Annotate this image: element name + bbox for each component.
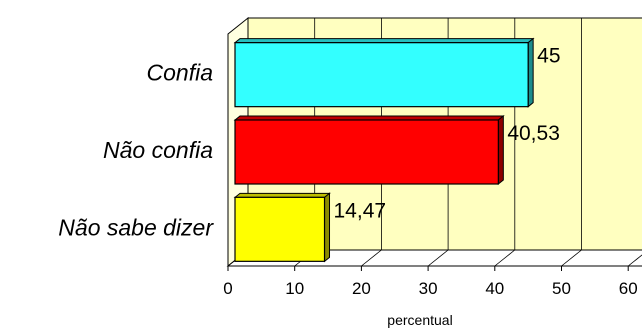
category-label: Confia	[147, 60, 213, 86]
data-labels: 45 40,53 14,47	[334, 45, 561, 223]
x-tick-label: 0	[223, 279, 232, 298]
x-tick-label: 40	[485, 279, 504, 298]
x-axis	[227, 34, 642, 271]
data-label: 40,53	[507, 122, 560, 145]
floor-gridline	[494, 249, 516, 267]
x-tick-label: 20	[352, 279, 371, 298]
category-labels: Confia Não confia Não sabe dizer	[58, 60, 214, 241]
bar-side	[497, 114, 504, 186]
x-tick-labels: 0 10 20 30 40 50 60	[223, 279, 637, 298]
floor-gridline	[427, 249, 449, 267]
data-label: 45	[537, 45, 560, 68]
floor-gridline	[361, 249, 382, 267]
bar	[234, 119, 499, 185]
bar	[234, 42, 529, 108]
category-label: Não confia	[103, 137, 213, 163]
bar-top	[233, 192, 331, 198]
bar-side	[527, 37, 534, 108]
bars	[233, 37, 535, 263]
data-label: 14,47	[334, 199, 387, 222]
bar-top	[233, 38, 535, 44]
x-tick-label: 30	[419, 279, 438, 298]
category-label: Não sabe dizer	[58, 214, 214, 240]
x-tick-label: 50	[552, 279, 571, 298]
x-tick-label: 10	[285, 279, 304, 298]
bar	[234, 196, 326, 262]
bar-side	[324, 192, 331, 263]
floor-gridline	[561, 249, 582, 267]
x-axis-title: percentual	[387, 312, 452, 328]
floor-gridline	[627, 254, 642, 267]
x-tick-label: 60	[619, 279, 638, 298]
